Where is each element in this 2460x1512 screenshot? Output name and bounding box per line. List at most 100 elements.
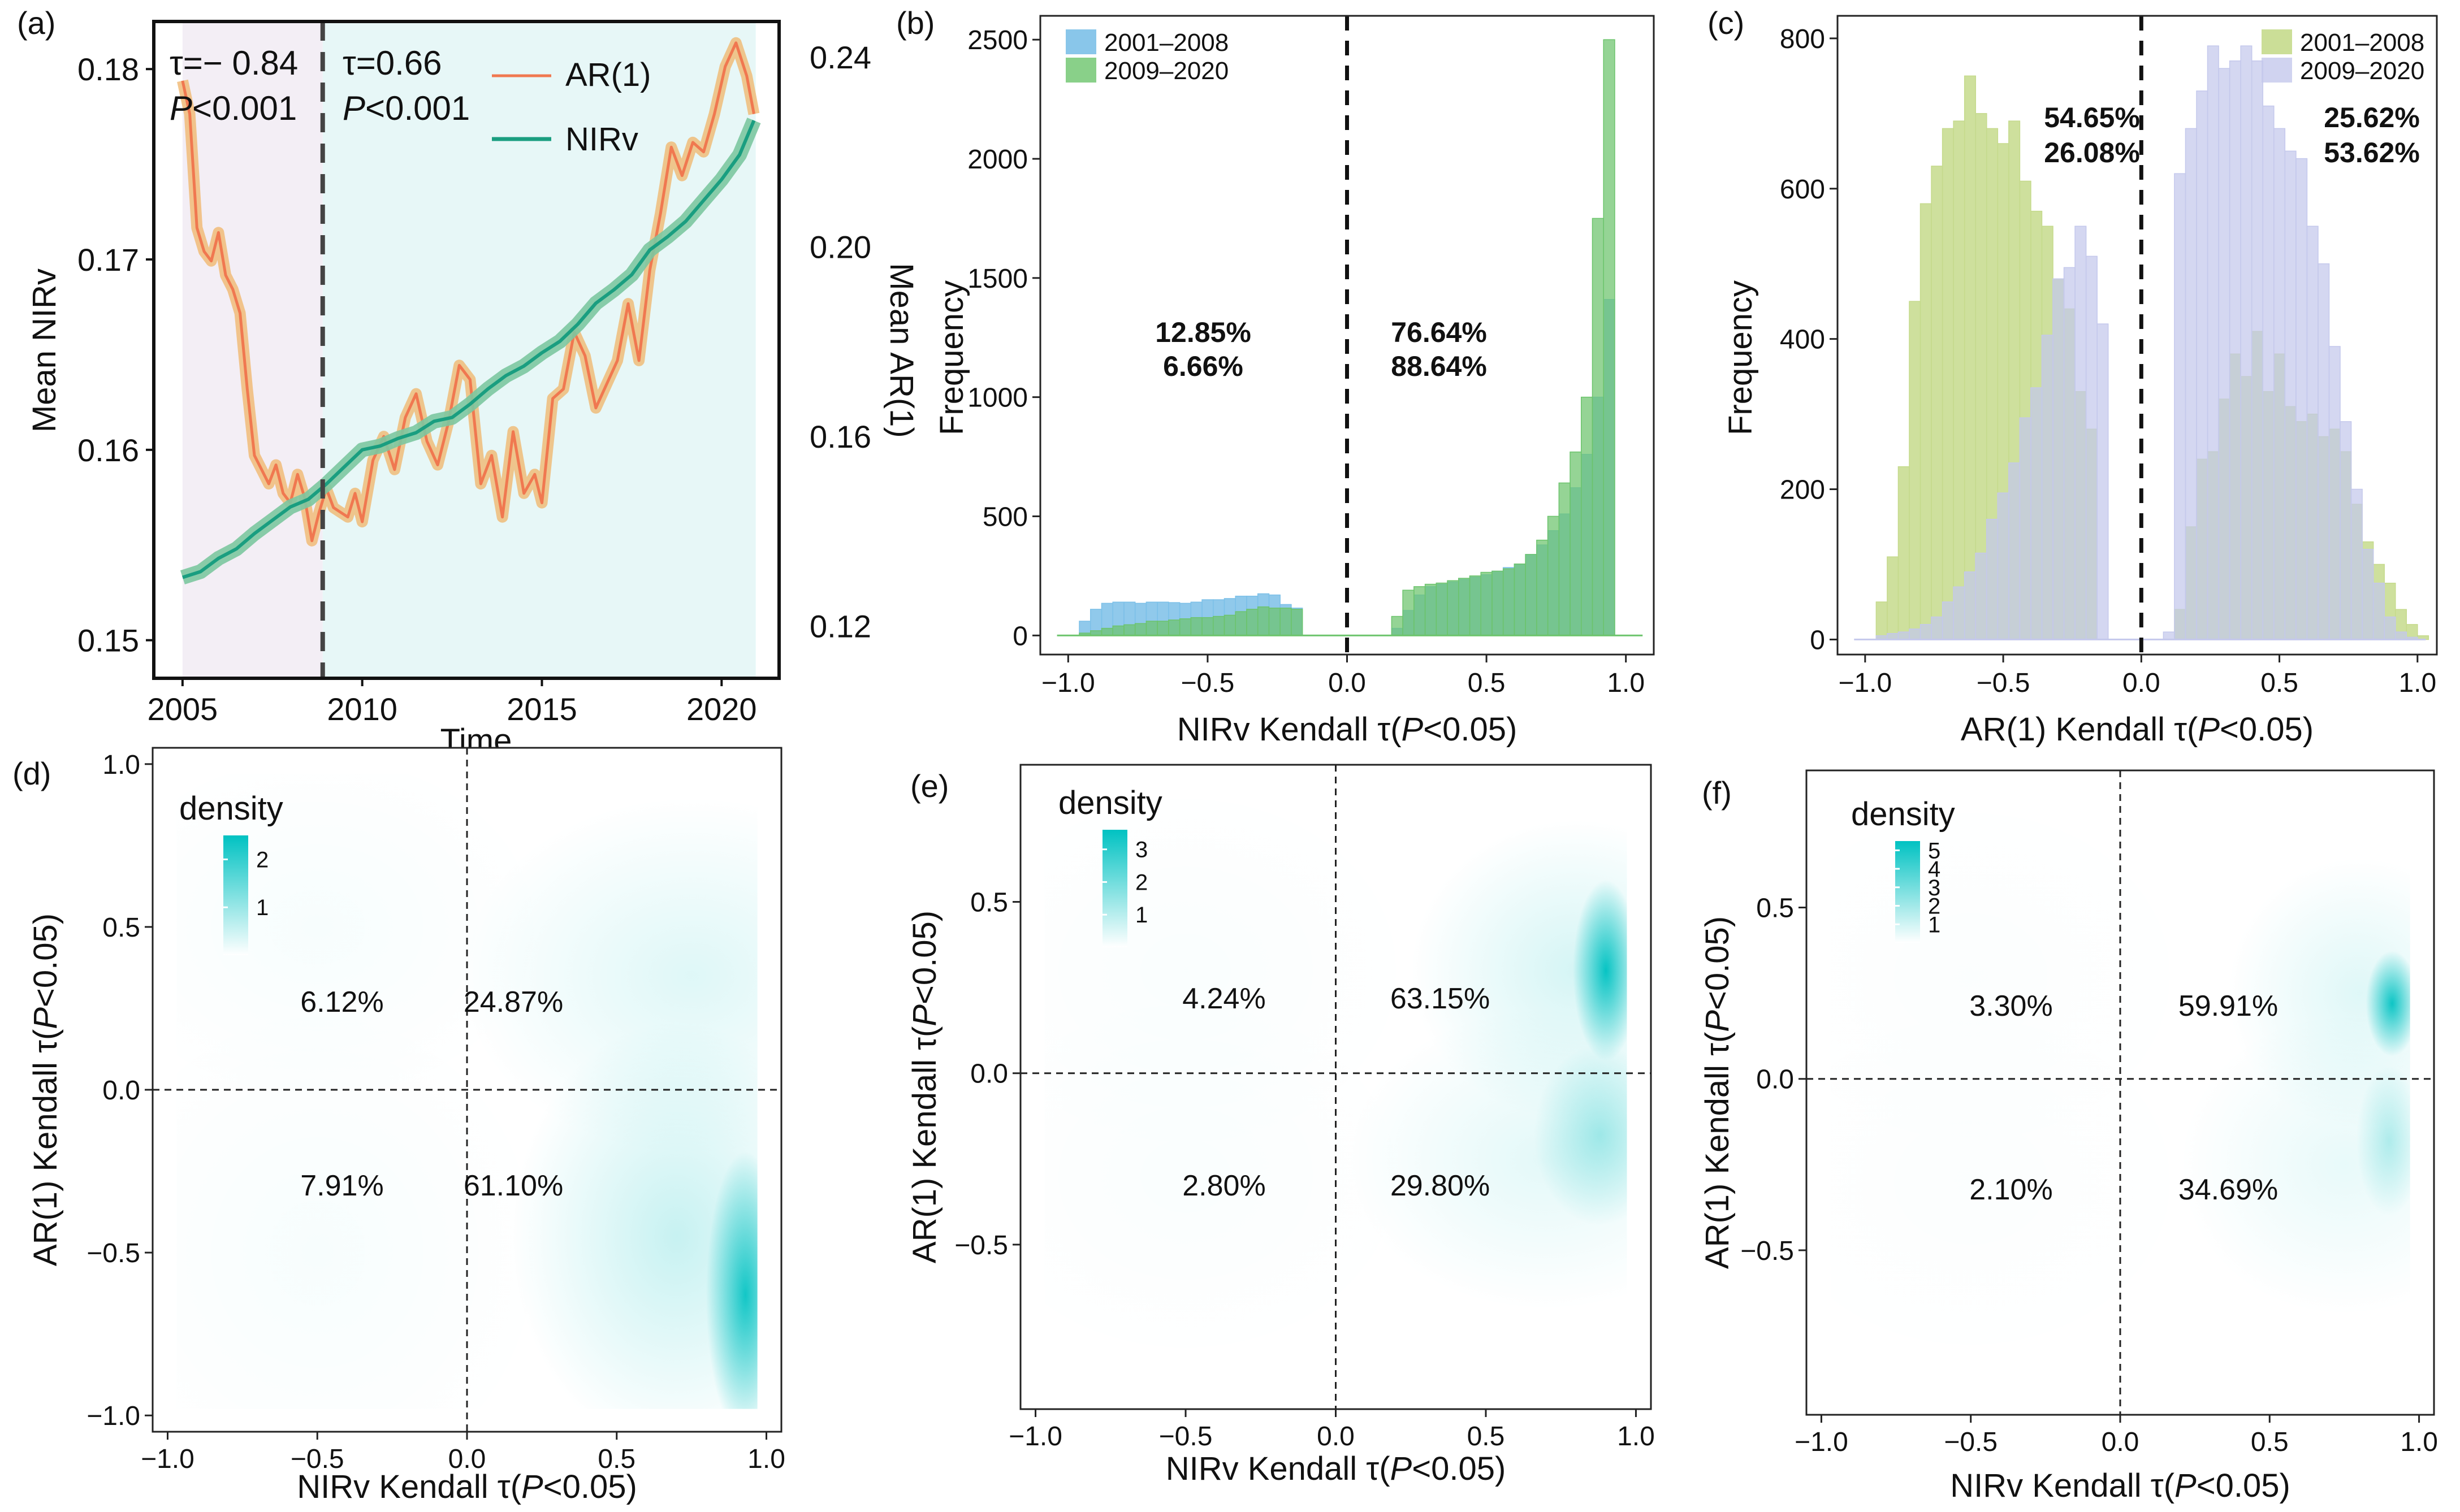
histogram-bar [1101, 627, 1113, 636]
quadrant-label: 29.80% [1390, 1169, 1490, 1202]
histogram-bar [2174, 173, 2186, 640]
quadrant-label: 7.91% [300, 1169, 383, 1202]
percent-label-period-1: 12.85% [1155, 317, 1251, 348]
histogram-bar [1919, 203, 1932, 640]
histogram-bar [1246, 609, 1259, 636]
histogram-bar [1581, 396, 1593, 636]
histogram-bar [1570, 451, 1582, 636]
quadrant-label: 4.24% [1182, 982, 1265, 1015]
x-tick-label: 0.5 [598, 1444, 635, 1474]
legend-title: density [179, 790, 283, 827]
panel-label: (c) [1707, 5, 1744, 41]
p-annotation: P<0.001 [343, 89, 470, 127]
histogram-bar [2306, 226, 2319, 640]
colorbar-tick-label: 4 [1928, 857, 1940, 882]
x-tick-label: 0.0 [2102, 1427, 2139, 1457]
y-tick-label: 0.0 [102, 1076, 140, 1106]
histogram-bar [2284, 150, 2297, 640]
x-tick-label: −0.5 [1977, 668, 2030, 698]
x-tick-label: −0.5 [1181, 668, 1235, 698]
colorbar [1895, 841, 1920, 943]
y-tick-label: 0.0 [1756, 1065, 1794, 1095]
y-axis-label-suffix: <0.05) [27, 913, 64, 1007]
panel-label: (b) [896, 5, 935, 41]
percent-label-period-1: 54.65% [2044, 102, 2140, 133]
y-axis-label-suffix: <0.05) [1699, 916, 1736, 1010]
histogram-bar [1986, 518, 1999, 640]
panel-a-frame [152, 20, 781, 680]
histogram-bar [2394, 631, 2407, 640]
histogram-bar [2218, 68, 2230, 640]
histogram-bar [1919, 624, 1932, 640]
x-axis-label-suffix: <0.05) [1423, 711, 1517, 748]
histogram-bar [1887, 556, 1899, 640]
density-layer [176, 774, 758, 1409]
x-tick-label: −0.5 [1944, 1427, 1998, 1457]
x-axis-label-prefix: NIRv Kendall τ( [1177, 711, 1402, 748]
x-axis-label: AR(1) Kendall τ(P<0.05) [1961, 711, 2314, 748]
density-layer [1830, 787, 2410, 1371]
colorbar-tick-label: 2 [256, 847, 269, 872]
colorbar-tick-label: 1 [256, 895, 269, 920]
x-tick-label: 0.0 [1328, 668, 1366, 698]
x-tick-label: −1.0 [141, 1444, 194, 1474]
quadrant-label: 3.30% [1969, 990, 2052, 1023]
colorbar [1103, 830, 1127, 947]
y-right-tick-label: 0.12 [810, 609, 871, 644]
x-tick-label: 0.0 [448, 1444, 486, 1474]
y-axis-label: Frequency [933, 280, 970, 435]
histogram-bar [1592, 218, 1604, 636]
histogram-bar [1235, 611, 1247, 636]
y-tick-label: 1.0 [102, 750, 140, 780]
legend-label: 2001–2008 [2300, 29, 2424, 57]
x-axis-label: NIRv Kendall τ(P<0.05) [1950, 1467, 2290, 1504]
panel-label-a: (a) [17, 5, 55, 41]
x-tick-label: 1.0 [747, 1444, 785, 1474]
tau-annotation: τ=− 0.84 [170, 44, 298, 82]
histogram-bar [1134, 623, 1147, 636]
histogram-bar [1279, 608, 1292, 636]
legend-title: density [1851, 796, 1955, 833]
histogram-bar [1157, 621, 1169, 636]
histogram-bar [1391, 616, 1403, 636]
y-axis-label: AR(1) Kendall τ(P<0.05) [27, 913, 64, 1266]
panel-label: (d) [12, 756, 51, 791]
legend-swatch [1066, 29, 1096, 54]
histogram-bar [1875, 601, 1888, 640]
x-axis-label-prefix: NIRv Kendall τ( [1950, 1467, 2174, 1504]
histogram-bar [2196, 90, 2208, 640]
histogram-bar [1931, 166, 1943, 640]
x-axis-label-italic: P [1402, 711, 1424, 748]
y-tick-label: 0.5 [970, 888, 1008, 918]
density-blob [176, 1002, 548, 1409]
histogram-bar [2240, 45, 2253, 640]
histogram-bar [1223, 614, 1236, 636]
y-tick-label: 1000 [967, 383, 1028, 413]
panel-label: (e) [910, 768, 949, 804]
x-tick-label: 1.0 [2398, 668, 2436, 698]
y-axis-label: AR(1) Kendall τ(P<0.05) [1699, 916, 1736, 1269]
percent-label-period-2: 6.66% [1163, 350, 1243, 382]
y-tick-label: −0.5 [1740, 1236, 1794, 1266]
histogram-bar [1997, 492, 2009, 640]
y-tick-label: −0.5 [87, 1238, 140, 1268]
percent-label-period-2: 88.64% [1391, 350, 1487, 382]
histogram-bar [2340, 421, 2352, 640]
x-tick-label: 2020 [686, 691, 757, 727]
histogram-bar [1491, 570, 1504, 636]
histogram-bar [2328, 346, 2341, 640]
histogram-bar [1213, 616, 1225, 636]
y-tick-label: 200 [1780, 475, 1825, 505]
histogram-bar [1558, 482, 1571, 636]
quadrant-label: 24.87% [464, 986, 563, 1019]
x-axis-label: NIRv Kendall τ(P<0.05) [297, 1468, 637, 1505]
x-tick-label: 0.5 [1468, 668, 1506, 698]
histogram-bar [1964, 571, 1976, 640]
histogram-bar [2052, 278, 2065, 640]
histogram-bar [1953, 120, 1965, 640]
histogram-bar [2085, 255, 2098, 640]
nirv-line [181, 119, 756, 579]
y-axis-label: AR(1) Kendall τ(P<0.05) [906, 911, 943, 1263]
histogram-bar [1603, 39, 1615, 636]
x-tick-label: 0.5 [2251, 1427, 2289, 1457]
